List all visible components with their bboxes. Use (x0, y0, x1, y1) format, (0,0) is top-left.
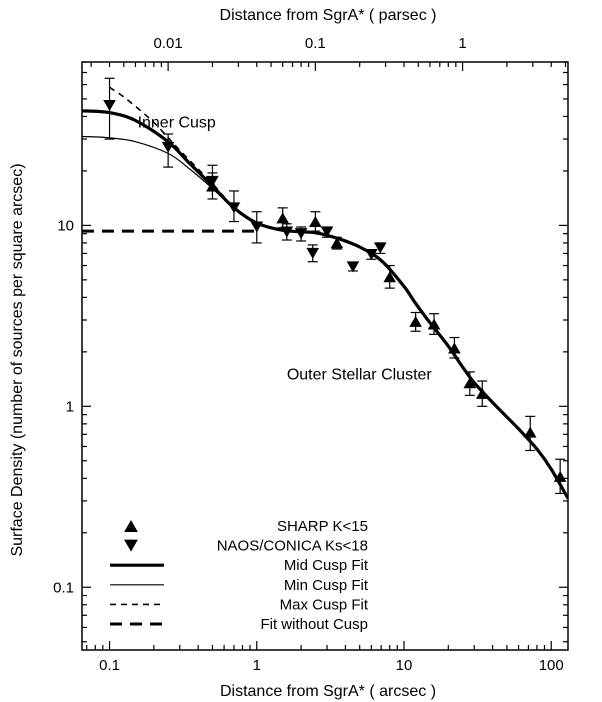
legend-label: Mid Cusp Fit (284, 557, 369, 574)
top-tick-label: 0.01 (154, 35, 183, 52)
data-point-naos (280, 226, 294, 238)
data-point-sharp (309, 216, 322, 228)
data-point-sharp (475, 387, 489, 399)
top-axis-title: Distance from SgrA* ( parsec ) (220, 7, 437, 24)
annotation-outer-cluster: Outer Stellar Cluster (287, 366, 433, 383)
data-point-sharp (383, 271, 397, 283)
data-point-naos (365, 249, 378, 261)
data-point-naos (320, 226, 334, 238)
data-point-naos (227, 202, 241, 214)
data-point-sharp (553, 470, 567, 482)
y-tick-label: 1 (66, 398, 74, 415)
x-tick-label: 10 (396, 657, 413, 674)
data-point-naos (306, 247, 320, 259)
data-point-naos (206, 175, 219, 187)
data-point-naos (103, 99, 116, 111)
fit-curve-thick (82, 109, 568, 500)
data-point-naos (373, 242, 387, 254)
legend-marker-triangle-up (124, 520, 138, 532)
data-point-sharp (463, 377, 477, 389)
y-tick-label: 0.1 (53, 579, 74, 596)
data-point-sharp (276, 212, 290, 224)
annotation-inner-cusp: Inner Cusp (138, 115, 216, 132)
y-axis-title: Surface Density (number of sources per s… (9, 163, 26, 556)
data-point-naos (294, 228, 308, 240)
data-point-sharp (409, 315, 422, 327)
legend-label: Max Cusp Fit (280, 596, 369, 613)
x-tick-label: 1 (253, 657, 261, 674)
legend-marker-triangle-down (124, 539, 138, 552)
x-tick-label: 0.1 (99, 657, 120, 674)
legend-label: Min Cusp Fit (284, 577, 369, 594)
y-tick-label: 10 (57, 217, 74, 234)
data-point-naos (250, 221, 264, 233)
data-point-sharp (523, 426, 537, 438)
plot-frame (81, 61, 569, 651)
legend-label: Fit without Cusp (260, 616, 368, 633)
data-point-sharp (448, 342, 461, 354)
legend-label: SHARP K<15 (277, 518, 368, 535)
top-tick-label: 1 (458, 35, 466, 52)
data-point-naos (346, 261, 360, 273)
x-tick-label: 100 (539, 657, 564, 674)
legend-label: NAOS/CONICA Ks<18 (217, 538, 368, 555)
fit-curve-thin (82, 135, 283, 231)
data-point-sharp (330, 237, 344, 249)
x-axis-title: Distance from SgrA* ( arcsec ) (220, 683, 436, 700)
top-tick-label: 0.1 (305, 35, 326, 52)
data-point-sharp (427, 318, 441, 330)
data-point-naos (161, 141, 175, 153)
